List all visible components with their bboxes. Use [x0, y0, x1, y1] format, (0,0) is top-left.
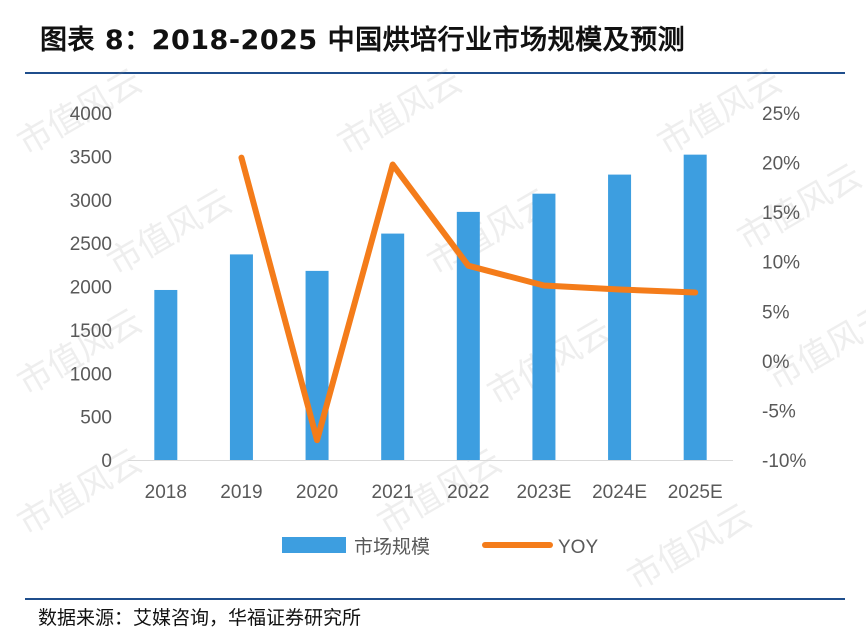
x-tick-label: 2023E — [516, 482, 571, 503]
legend-swatch-bar — [282, 537, 346, 553]
source-note: 数据来源：艾媒咨询，华福证券研究所 — [38, 607, 362, 629]
bar — [229, 254, 253, 460]
right-tick-label: 15% — [762, 203, 800, 224]
legend-label: 市场规模 — [354, 536, 430, 558]
bar — [608, 174, 632, 460]
left-tick-label: 2500 — [70, 234, 112, 255]
right-tick-label: -10% — [762, 451, 806, 472]
x-tick-label: 2021 — [372, 482, 414, 503]
right-tick-label: 25% — [762, 104, 800, 125]
bar — [381, 233, 405, 460]
left-axis: 0 500 1000 1500 2000 2500 3000 3500 4000 — [70, 104, 112, 472]
source-divider — [25, 598, 845, 600]
right-tick-label: 10% — [762, 253, 800, 274]
left-tick-label: 3500 — [70, 147, 112, 168]
right-tick-label: 5% — [762, 302, 790, 323]
x-tick-label: 2022 — [447, 482, 489, 503]
bar — [154, 289, 178, 460]
bar — [683, 154, 707, 460]
bar — [532, 193, 556, 461]
left-tick-label: 1000 — [70, 364, 112, 385]
left-tick-label: 1500 — [70, 321, 112, 342]
right-axis: -10% -5% 0% 5% 10% 15% 20% 25% — [762, 104, 806, 472]
x-tick-label: 2024E — [592, 482, 647, 503]
x-tick-label: 2019 — [220, 482, 262, 503]
x-tick-label: 2018 — [145, 482, 187, 503]
x-tick-label: 2020 — [296, 482, 338, 503]
yoy-line — [238, 154, 699, 444]
title-divider — [25, 72, 845, 74]
bar-series — [154, 154, 707, 461]
legend-label: YOY — [558, 537, 598, 558]
left-tick-label: 0 — [101, 451, 112, 472]
left-tick-label: 3000 — [70, 191, 112, 212]
left-tick-label: 2000 — [70, 278, 112, 299]
x-axis: 2018 2019 2020 2021 2022 2023E 2024E 2025E — [145, 482, 723, 503]
bar — [456, 211, 480, 460]
right-tick-label: 20% — [762, 154, 800, 175]
right-tick-label: 0% — [762, 352, 790, 373]
legend: 市场规模 YOY — [282, 536, 598, 558]
left-tick-label: 4000 — [70, 104, 112, 125]
x-tick-label: 2025E — [668, 482, 723, 503]
right-tick-label: -5% — [762, 401, 796, 422]
left-tick-label: 500 — [80, 408, 112, 429]
chart-title: 图表 8：2018-2025 中国烘培行业市场规模及预测 — [40, 25, 686, 56]
